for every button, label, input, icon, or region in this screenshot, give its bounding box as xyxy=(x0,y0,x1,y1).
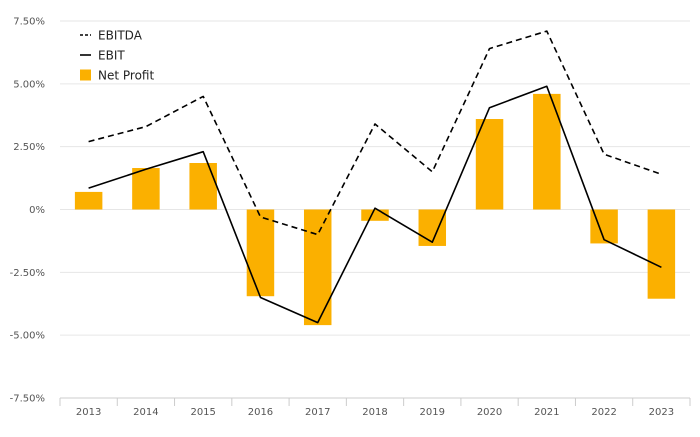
bar-net-profit-2018 xyxy=(361,209,389,221)
bar-net-profit-2013 xyxy=(74,191,103,210)
x-tick-label-2014: 2014 xyxy=(133,407,158,418)
line-ebit xyxy=(88,85,662,324)
y-axis-tick-labels: -7.50% -5.00% -2.50% 0% 2.50% 5.00% 7.50% xyxy=(10,17,45,405)
legend-swatch-net-profit xyxy=(80,69,91,81)
y-tick-label-3: 0% xyxy=(29,205,45,216)
x-tick-label-2020: 2020 xyxy=(477,407,502,418)
x-tick-label-2016: 2016 xyxy=(248,407,273,418)
bar-net-profit-2016 xyxy=(246,209,275,297)
legend-label-net-profit: Net Profit xyxy=(98,69,154,83)
bar-net-profit-2015 xyxy=(189,163,217,210)
y-tick-label-0: -7.50% xyxy=(10,394,45,405)
x-tick-label-2013: 2013 xyxy=(76,407,101,418)
x-tick-label-2022: 2022 xyxy=(591,407,616,418)
x-tick-label-2015: 2015 xyxy=(190,407,215,418)
x-tick-label-2018: 2018 xyxy=(362,407,387,418)
legend: EBITDA EBIT Net Profit xyxy=(80,29,154,83)
y-tick-label-1: -5.00% xyxy=(10,331,45,342)
bar-net-profit-2020 xyxy=(475,119,504,210)
legend-label-ebit: EBIT xyxy=(98,49,125,63)
x-axis-tick-labels: 2013 2014 2015 2016 2017 2018 2019 2020 2021 2022… xyxy=(76,407,674,418)
x-tick-label-2017: 2017 xyxy=(305,407,330,418)
bar-net-profit-2017 xyxy=(303,209,332,326)
line-series xyxy=(88,30,662,324)
x-axis xyxy=(59,397,691,406)
y-tick-label-2: -2.50% xyxy=(10,268,45,279)
bar-net-profit-2023 xyxy=(647,209,676,299)
y-tick-label-6: 7.50% xyxy=(13,17,45,28)
y-tick-label-4: 2.50% xyxy=(13,142,45,153)
y-tick-label-5: 5.00% xyxy=(13,79,45,90)
line-ebitda xyxy=(88,30,662,236)
net-profit-bars xyxy=(74,93,676,326)
x-tick-label-2021: 2021 xyxy=(534,407,559,418)
bar-net-profit-2019 xyxy=(418,209,447,246)
bar-net-profit-2014 xyxy=(132,168,160,210)
x-tick-label-2023: 2023 xyxy=(649,407,674,418)
x-tick-label-2019: 2019 xyxy=(420,407,445,418)
legend-label-ebitda: EBITDA xyxy=(98,29,143,43)
